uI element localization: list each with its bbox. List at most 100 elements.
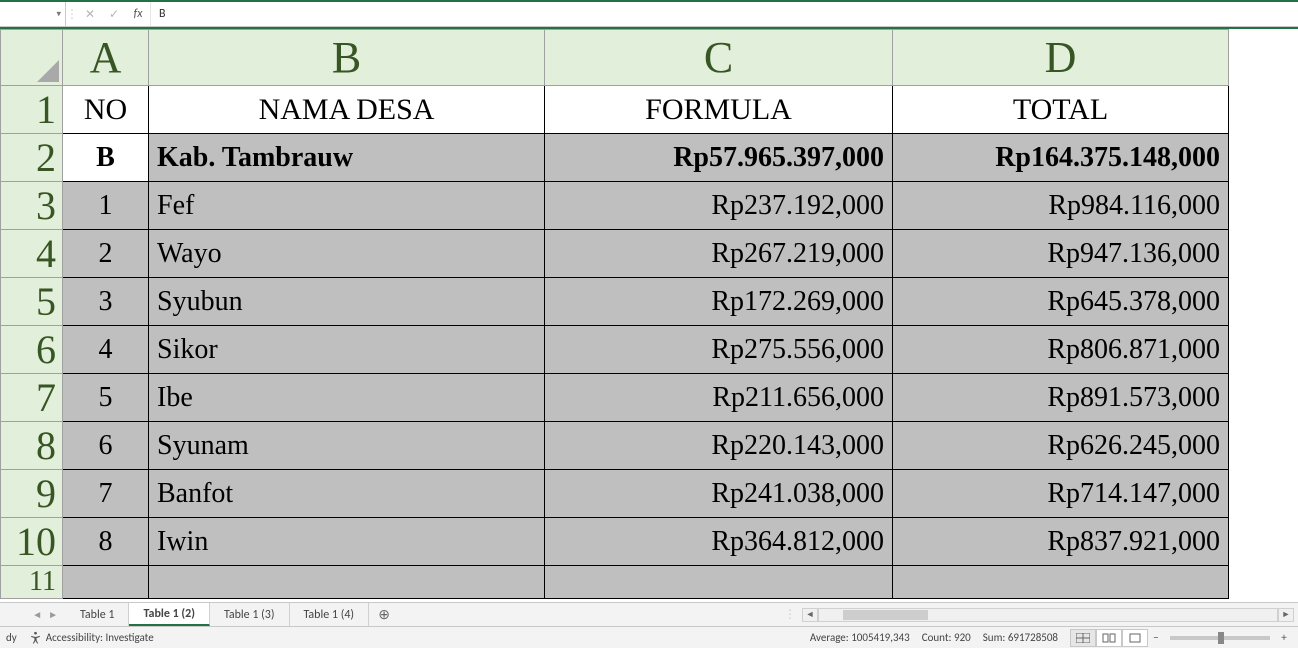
- cell[interactable]: NO: [63, 86, 149, 134]
- insert-function-button[interactable]: fx: [126, 2, 150, 26]
- scroll-right-button[interactable]: ►: [1278, 608, 1294, 622]
- page-layout-icon: [1102, 633, 1116, 643]
- sheet-tab[interactable]: Table 1 (3): [210, 603, 290, 626]
- table-row: 1 NO NAMA DESA FORMULA TOTAL: [1, 86, 1229, 134]
- cell[interactable]: 1: [63, 182, 149, 230]
- sheet-tab[interactable]: Table 1 (4): [290, 603, 370, 626]
- cell[interactable]: Rp164.375.148,000: [893, 134, 1229, 182]
- row-header[interactable]: 7: [1, 374, 63, 422]
- cell[interactable]: Rp267.219,000: [545, 230, 893, 278]
- zoom-in-button[interactable]: +: [1276, 631, 1292, 644]
- add-sheet-button[interactable]: ⊕: [369, 603, 399, 626]
- horizontal-scrollbar[interactable]: ⋮ ◄ ►: [399, 603, 1298, 626]
- cell[interactable]: [545, 566, 893, 599]
- cell[interactable]: Kab. Tambrauw: [149, 134, 545, 182]
- row-header[interactable]: 5: [1, 278, 63, 326]
- col-header-C[interactable]: C: [545, 30, 893, 86]
- status-bar: dy Accessibility: Investigate Average: 1…: [0, 626, 1298, 648]
- cell[interactable]: Rp57.965.397,000: [545, 134, 893, 182]
- tab-nav-next-icon[interactable]: ►: [48, 608, 58, 621]
- cell[interactable]: Wayo: [149, 230, 545, 278]
- cell[interactable]: Ibe: [149, 374, 545, 422]
- cell[interactable]: Rp364.812,000: [545, 518, 893, 566]
- view-page-layout-button[interactable]: [1096, 629, 1122, 647]
- tab-nav-buttons[interactable]: ◄ ►: [0, 603, 66, 626]
- accessibility-status[interactable]: Accessibility: Investigate: [29, 631, 154, 644]
- col-header-B[interactable]: B: [149, 30, 545, 86]
- tab-nav-prev-icon[interactable]: ◄: [32, 608, 42, 621]
- row-header[interactable]: 11: [1, 566, 63, 599]
- table-row: 42WayoRp267.219,000Rp947.136,000: [1, 230, 1229, 278]
- row-header[interactable]: 6: [1, 326, 63, 374]
- zoom-out-button[interactable]: −: [1148, 631, 1164, 644]
- cell[interactable]: 4: [63, 326, 149, 374]
- status-average: Average: 1005419,343: [810, 631, 910, 644]
- scrollbar-track[interactable]: [818, 608, 1278, 622]
- row-header[interactable]: 8: [1, 422, 63, 470]
- col-header-A[interactable]: A: [63, 30, 149, 86]
- zoom-slider[interactable]: [1170, 636, 1270, 640]
- row-header[interactable]: 9: [1, 470, 63, 518]
- view-buttons: [1070, 629, 1148, 647]
- row-header[interactable]: 10: [1, 518, 63, 566]
- enter-button[interactable]: ✓: [102, 2, 126, 26]
- status-count: Count: 920: [922, 631, 971, 644]
- scroll-left-button[interactable]: ◄: [802, 608, 818, 622]
- cell[interactable]: Rp714.147,000: [893, 470, 1229, 518]
- view-normal-button[interactable]: [1070, 629, 1096, 647]
- cell[interactable]: Sikor: [149, 326, 545, 374]
- name-box[interactable]: ▾: [0, 2, 66, 26]
- cell[interactable]: Rp837.921,000: [893, 518, 1229, 566]
- cell[interactable]: Rp645.378,000: [893, 278, 1229, 326]
- name-box-dropdown-icon[interactable]: ▾: [56, 9, 61, 20]
- scrollbar-thumb[interactable]: [843, 610, 928, 620]
- cell[interactable]: 2: [63, 230, 149, 278]
- cell[interactable]: Syubun: [149, 278, 545, 326]
- cell[interactable]: Rp241.038,000: [545, 470, 893, 518]
- cell[interactable]: B: [63, 134, 149, 182]
- zoom-slider-knob[interactable]: [1218, 632, 1224, 644]
- cell[interactable]: Rp211.656,000: [545, 374, 893, 422]
- table-row: 75IbeRp211.656,000Rp891.573,000: [1, 374, 1229, 422]
- cell[interactable]: NAMA DESA: [149, 86, 545, 134]
- cell[interactable]: 7: [63, 470, 149, 518]
- cell[interactable]: Rp237.192,000: [545, 182, 893, 230]
- cell[interactable]: 8: [63, 518, 149, 566]
- cell[interactable]: 3: [63, 278, 149, 326]
- select-all-button[interactable]: [1, 30, 63, 86]
- cell[interactable]: [893, 566, 1229, 599]
- sheet-tab[interactable]: Table 1: [66, 603, 129, 626]
- row-header[interactable]: 1: [1, 86, 63, 134]
- cell[interactable]: TOTAL: [893, 86, 1229, 134]
- accessibility-label: Accessibility: Investigate: [46, 631, 154, 644]
- cell[interactable]: Syunam: [149, 422, 545, 470]
- cell[interactable]: Rp891.573,000: [893, 374, 1229, 422]
- cell[interactable]: Rp947.136,000: [893, 230, 1229, 278]
- sheet-tab[interactable]: Table 1 (2): [129, 603, 209, 626]
- col-header-D[interactable]: D: [893, 30, 1229, 86]
- formula-bar-divider: ⋮: [66, 2, 78, 26]
- row-header[interactable]: 3: [1, 182, 63, 230]
- cell[interactable]: Banfot: [149, 470, 545, 518]
- cell[interactable]: Rp806.871,000: [893, 326, 1229, 374]
- cell[interactable]: Iwin: [149, 518, 545, 566]
- cell[interactable]: 6: [63, 422, 149, 470]
- cancel-button[interactable]: ✕: [78, 2, 102, 26]
- cell[interactable]: Rp626.245,000: [893, 422, 1229, 470]
- sheet-area[interactable]: A B C D 1 NO NAMA DESA FORMULA TOTAL 2 B…: [0, 27, 1298, 602]
- row-header[interactable]: 2: [1, 134, 63, 182]
- cell[interactable]: Rp220.143,000: [545, 422, 893, 470]
- cell[interactable]: [149, 566, 545, 599]
- status-sum: Sum: 691728508: [983, 631, 1058, 644]
- cell[interactable]: Rp275.556,000: [545, 326, 893, 374]
- view-page-break-button[interactable]: [1122, 629, 1148, 647]
- row-header[interactable]: 4: [1, 230, 63, 278]
- cell[interactable]: FORMULA: [545, 86, 893, 134]
- cell[interactable]: 5: [63, 374, 149, 422]
- formula-input[interactable]: B: [150, 2, 1298, 26]
- spreadsheet-grid: A B C D 1 NO NAMA DESA FORMULA TOTAL 2 B…: [0, 29, 1229, 599]
- cell[interactable]: Fef: [149, 182, 545, 230]
- cell[interactable]: Rp984.116,000: [893, 182, 1229, 230]
- cell[interactable]: Rp172.269,000: [545, 278, 893, 326]
- cell[interactable]: [63, 566, 149, 599]
